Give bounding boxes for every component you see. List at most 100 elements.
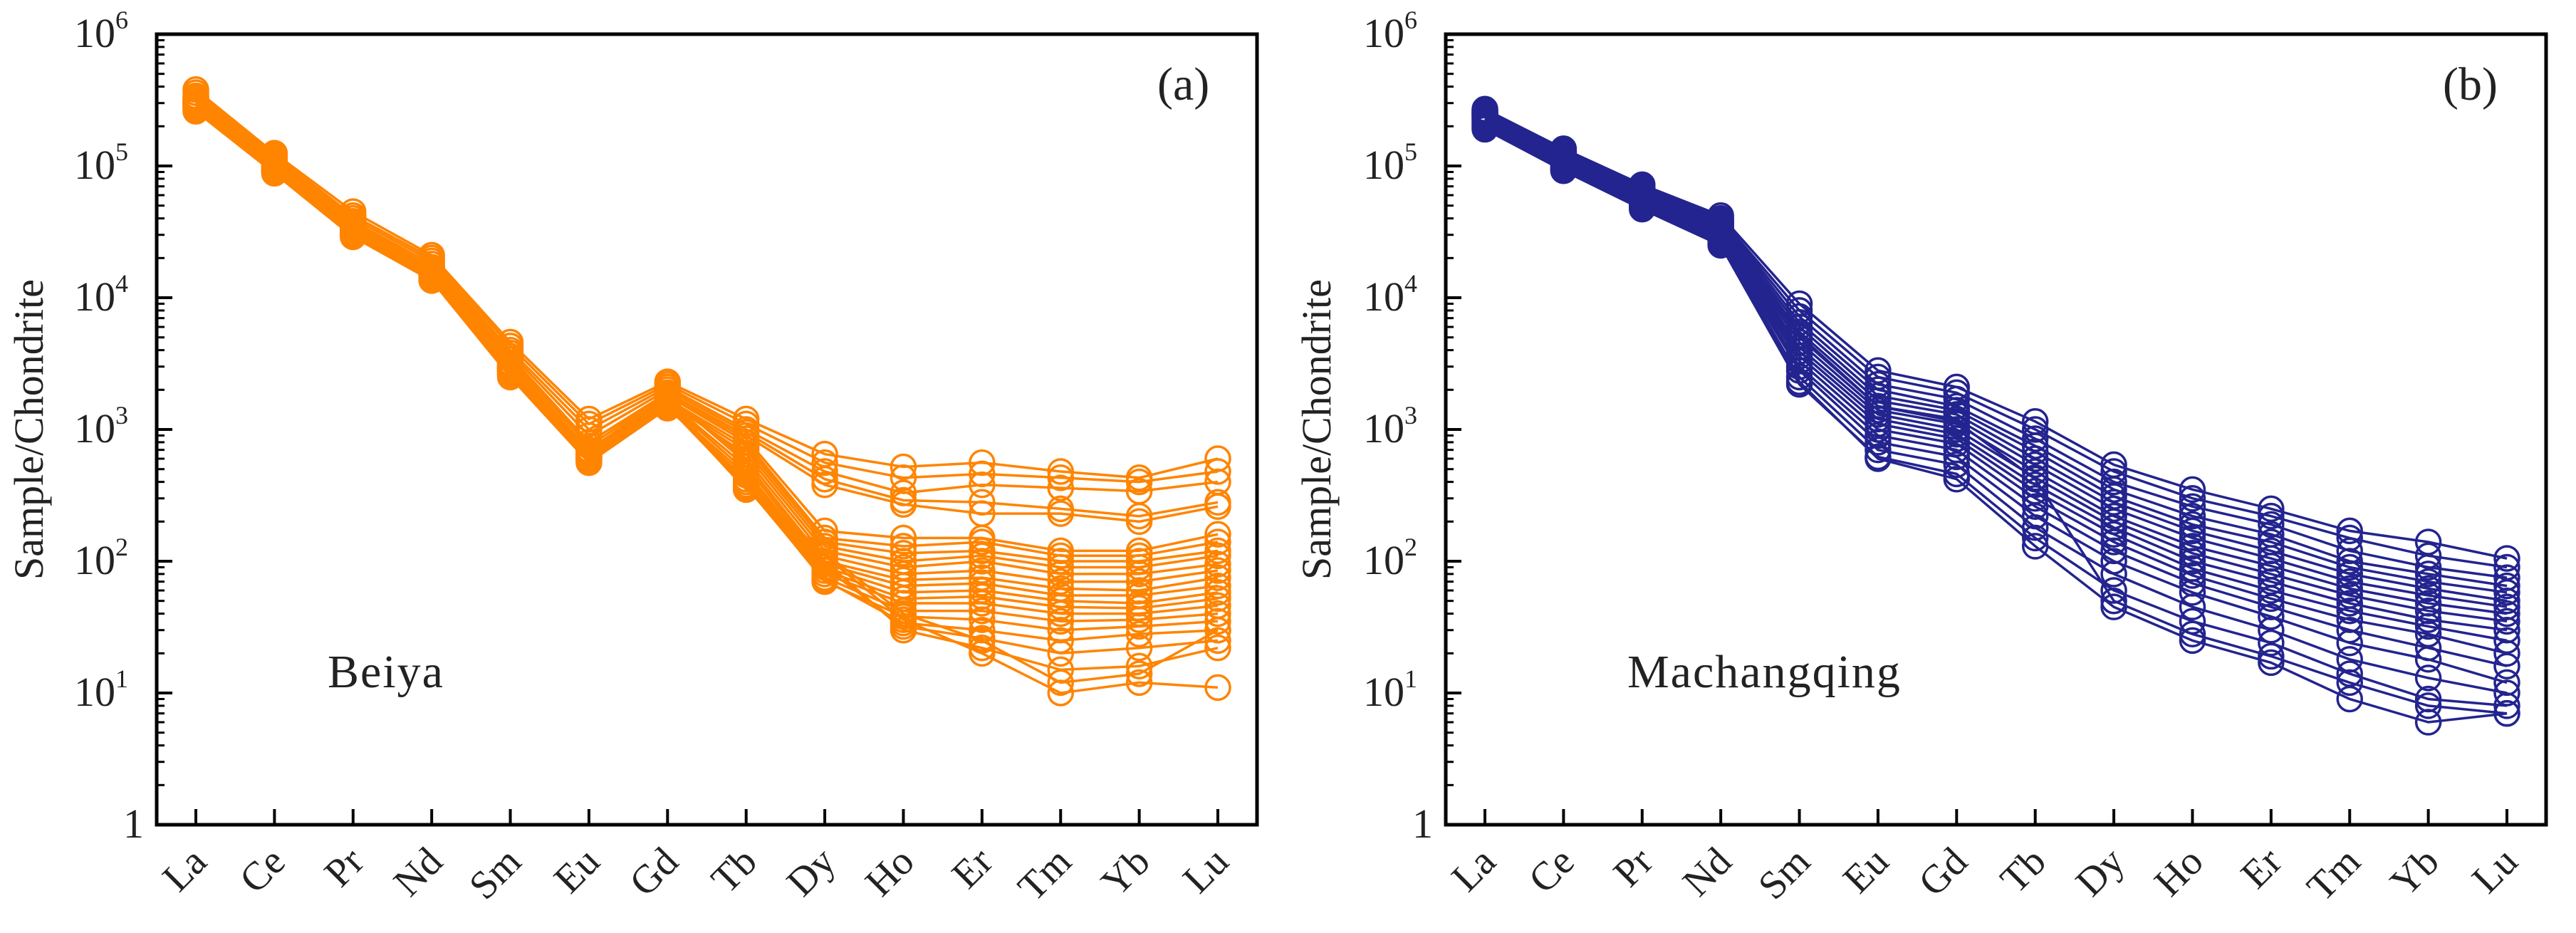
data-point <box>2179 502 2206 530</box>
x-tick-label: Tm <box>1010 839 1080 909</box>
series-line <box>1484 123 2508 684</box>
x-tick-label: Dy <box>778 839 844 905</box>
data-point <box>2336 553 2363 581</box>
panel-b-machangqing: 1 101 102 103 104 105 106 La Ce Pr Nd Sm Eu Gd Tb Dy Ho E… <box>1293 6 2548 909</box>
data-point <box>2021 533 2049 560</box>
data-point <box>1471 114 1498 142</box>
data-point <box>1047 679 1074 707</box>
x-tick-label: Eu <box>1835 839 1897 902</box>
data-point <box>1204 634 1231 662</box>
data-point <box>1204 493 1231 520</box>
data-point <box>182 88 209 115</box>
data-point <box>1204 585 1231 613</box>
y-tick-label: 105 <box>74 137 128 188</box>
y-tick-label: 101 <box>1363 664 1417 715</box>
data-point <box>2179 562 2206 589</box>
data-point <box>2179 627 2206 655</box>
data-point <box>1125 468 1153 496</box>
data-point <box>969 528 996 556</box>
data-point <box>2414 646 2442 673</box>
data-point <box>1204 528 1231 556</box>
y-tick-label: 105 <box>1363 137 1417 188</box>
data-point <box>340 214 367 241</box>
data-point <box>1125 568 1153 595</box>
data-point <box>1125 634 1153 662</box>
data-point <box>2179 517 2206 545</box>
data-point <box>1047 458 1074 485</box>
x-tick-label: Gd <box>621 839 687 905</box>
data-point <box>2258 585 2285 613</box>
data-point <box>2414 709 2442 736</box>
data-point <box>2414 575 2442 603</box>
y-tick-label: 104 <box>74 269 128 320</box>
x-tick-label: Tm <box>2299 839 2369 909</box>
data-point <box>2336 561 2363 588</box>
x-tick-label: La <box>1444 839 1505 900</box>
data-point <box>575 442 603 469</box>
data-point <box>2493 608 2520 635</box>
series-B13 <box>182 91 1231 609</box>
data-point <box>1125 508 1153 536</box>
data-point <box>2336 575 2363 603</box>
series-line <box>194 104 1219 597</box>
y-tick-label: 106 <box>74 6 128 56</box>
data-point <box>1943 443 1971 471</box>
data-point <box>1125 606 1153 633</box>
series-line <box>194 105 1219 605</box>
data-point <box>890 616 917 644</box>
data-point <box>2021 465 2049 493</box>
data-point <box>2100 561 2127 588</box>
x-tick-label: Eu <box>546 839 608 902</box>
y-tick-label: 103 <box>1363 401 1417 452</box>
data-point <box>1865 436 1892 464</box>
data-point <box>2414 568 2442 595</box>
data-point <box>1047 608 1074 635</box>
series-line <box>194 100 1219 684</box>
data-point <box>1471 100 1498 127</box>
data-point <box>2336 517 2363 545</box>
data-point <box>2100 528 2127 556</box>
series-B12 <box>182 88 1231 604</box>
series-B23 <box>182 88 1231 697</box>
data-point <box>2493 572 2520 600</box>
data-point <box>2100 587 2127 615</box>
panel-a-beiya: 1 101 102 103 104 105 106 La Ce Pr Nd Sm Eu Gd Tb Dy Ho E… <box>6 6 1259 909</box>
data-point <box>1204 600 1231 627</box>
data-point <box>1047 600 1074 627</box>
data-point <box>1204 608 1231 635</box>
data-point <box>1865 445 1892 472</box>
data-point <box>2336 590 2363 617</box>
data-point <box>2493 600 2520 627</box>
data-point <box>969 548 996 575</box>
data-point <box>2414 613 2442 640</box>
x-tick-label: Ce <box>1521 839 1583 902</box>
y-tick-label: 1 <box>1412 801 1433 847</box>
data-point <box>1785 321 1813 349</box>
data-point <box>1865 392 1892 420</box>
x-tick-label: Ce <box>231 839 294 902</box>
data-point <box>1204 627 1231 655</box>
data-point <box>2414 561 2442 588</box>
data-point <box>2179 620 2206 648</box>
series-B7 <box>182 89 1231 570</box>
data-point <box>1707 231 1734 258</box>
data-point <box>969 606 996 633</box>
data-point <box>1785 368 1813 395</box>
plot-frame <box>1444 32 2548 827</box>
data-point <box>2179 593 2206 620</box>
data-point <box>2179 548 2206 575</box>
data-point <box>890 464 917 491</box>
data-point <box>1204 572 1231 600</box>
data-point <box>2258 603 2285 630</box>
data-point <box>1550 156 1578 183</box>
data-point <box>2493 652 2520 679</box>
data-point <box>2414 606 2442 633</box>
data-point <box>1047 553 1074 581</box>
series-B2 <box>182 79 1231 496</box>
data-point <box>261 152 288 179</box>
series-line <box>1484 112 2508 715</box>
series-M4 <box>1471 99 2520 600</box>
data-point <box>1707 209 1734 236</box>
series-line <box>194 96 1219 642</box>
series-line <box>194 96 1219 518</box>
